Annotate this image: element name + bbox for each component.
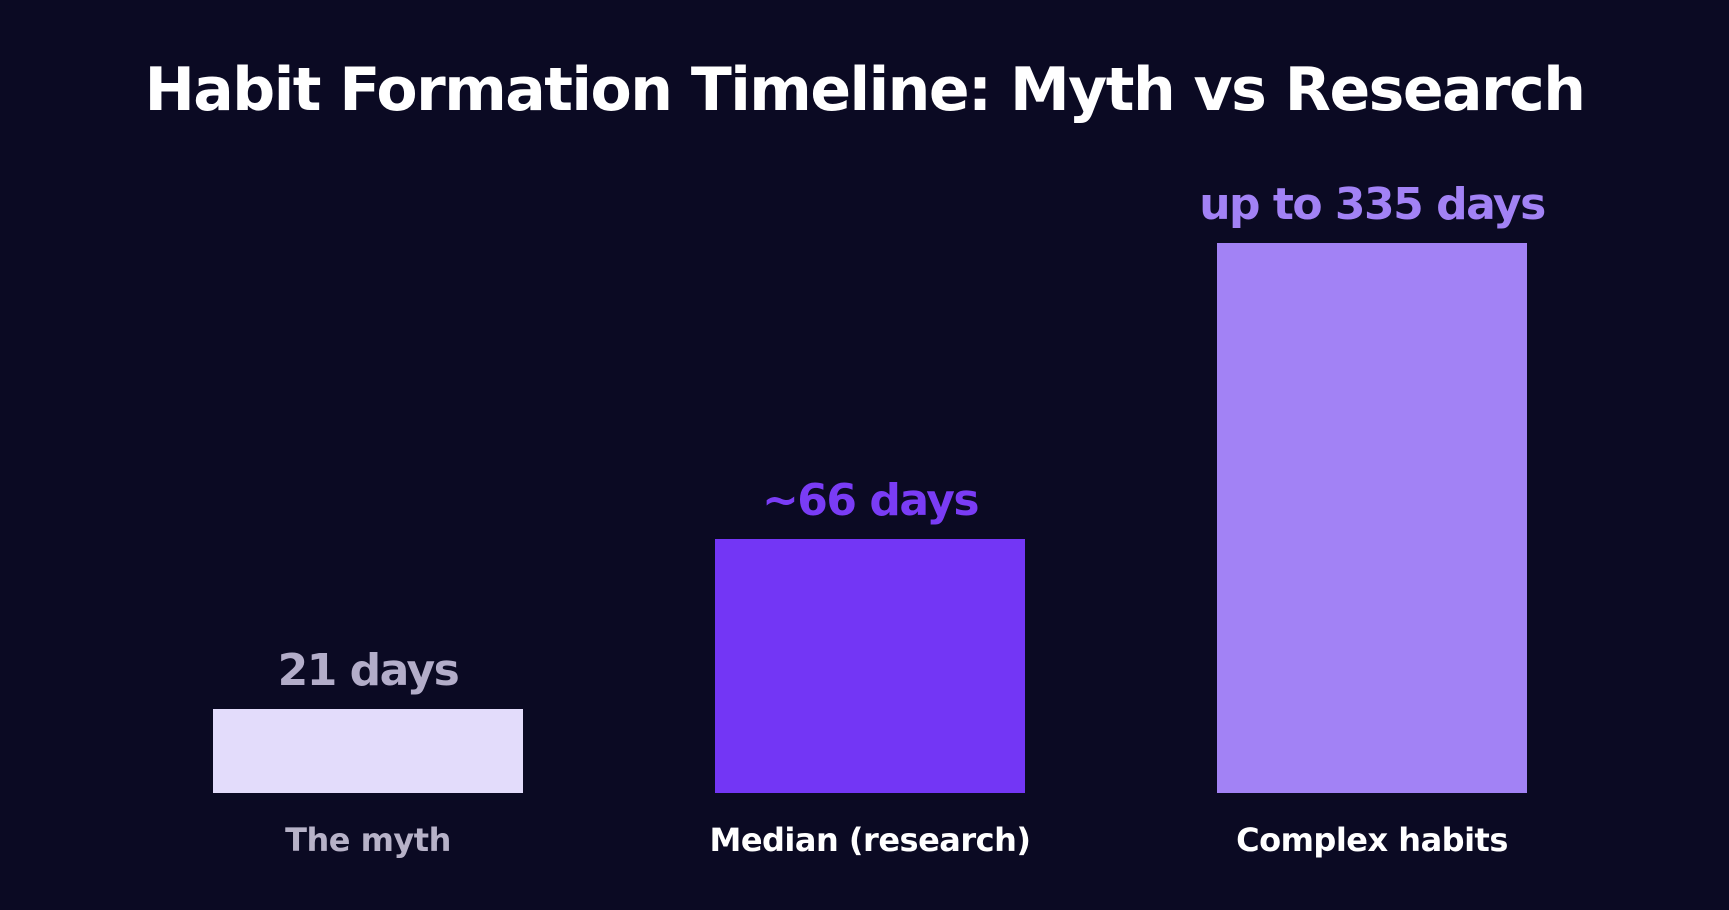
category-label-complex-habits: Complex habits — [1236, 821, 1508, 859]
bar-the-myth — [213, 709, 523, 793]
data-label-the-myth: 21 days — [278, 645, 459, 696]
bar-median-research — [715, 539, 1025, 793]
category-label-the-myth: The myth — [285, 821, 451, 859]
data-label-median-research: ~66 days — [762, 475, 978, 526]
data-label-complex-habits: up to 335 days — [1199, 179, 1545, 230]
bar-complex-habits — [1217, 243, 1527, 793]
category-label-median-research: Median (research) — [709, 821, 1030, 859]
chart-title: Habit Formation Timeline: Myth vs Resear… — [144, 55, 1586, 125]
